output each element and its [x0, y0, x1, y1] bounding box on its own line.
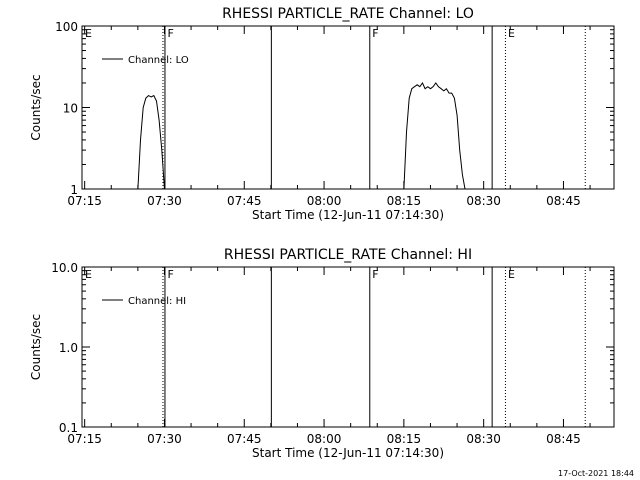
- footer-timestamp: 17-Oct-2021 18:44: [558, 469, 634, 478]
- plot-frame: [81, 25, 615, 190]
- x-axis-label: Start Time (12-Jun-11 07:14:30): [252, 208, 444, 222]
- x-tick-label: 08:30: [466, 432, 501, 446]
- chart-title: RHESSI PARTICLE_RATE Channel: HI: [224, 247, 472, 263]
- x-tick-label: 07:30: [147, 432, 182, 446]
- x-tick-label: 08:00: [307, 432, 342, 446]
- legend-label: Channel: HI: [128, 296, 186, 307]
- lo-channel-panel: RHESSI PARTICLE_RATE Channel: LO 07:15 07:…: [29, 6, 615, 222]
- event-marker-label: F: [167, 268, 173, 281]
- x-tick-label: 08:15: [387, 194, 422, 208]
- x-tick-label: 07:15: [67, 432, 102, 446]
- plot-frame: [81, 266, 615, 428]
- y-axis-label: Counts/sec: [29, 314, 43, 380]
- legend-label: Channel: LO: [128, 55, 189, 66]
- event-marker-label: E: [508, 27, 515, 40]
- event-marker-label: F: [167, 27, 173, 40]
- event-marker-label: E: [85, 27, 92, 40]
- x-axis-label: Start Time (12-Jun-11 07:14:30): [252, 446, 444, 460]
- y-tick-label: 0.1: [59, 421, 78, 435]
- y-tick-label: 100: [55, 20, 78, 34]
- y-tick-label: 1.0: [59, 341, 78, 355]
- x-tick-label: 08:30: [466, 194, 501, 208]
- x-tick-label: 07:45: [227, 432, 262, 446]
- event-marker-label: F: [372, 268, 378, 281]
- y-tick-label: 1: [70, 183, 78, 197]
- x-tick-label: 07:45: [227, 194, 262, 208]
- chart-title: RHESSI PARTICLE_RATE Channel: LO: [222, 6, 474, 22]
- x-tick-label: 08:45: [546, 194, 581, 208]
- x-tick-label: 07:15: [67, 194, 102, 208]
- x-tick-label: 08:00: [307, 194, 342, 208]
- y-axis-label: Counts/sec: [29, 74, 43, 140]
- event-marker-label: F: [372, 27, 378, 40]
- x-tick-label: 08:15: [387, 432, 422, 446]
- x-tick-label: 08:45: [546, 432, 581, 446]
- data-series-line: [137, 94, 165, 190]
- event-marker-label: E: [85, 268, 92, 281]
- x-tick-label: 07:30: [147, 194, 182, 208]
- y-tick-label: 10.0: [51, 261, 78, 275]
- data-series-line: [403, 82, 466, 190]
- y-tick-label: 10: [63, 102, 78, 116]
- event-marker-label: E: [508, 268, 515, 281]
- hi-channel-panel: RHESSI PARTICLE_RATE Channel: HI 07:15 07:…: [29, 247, 615, 460]
